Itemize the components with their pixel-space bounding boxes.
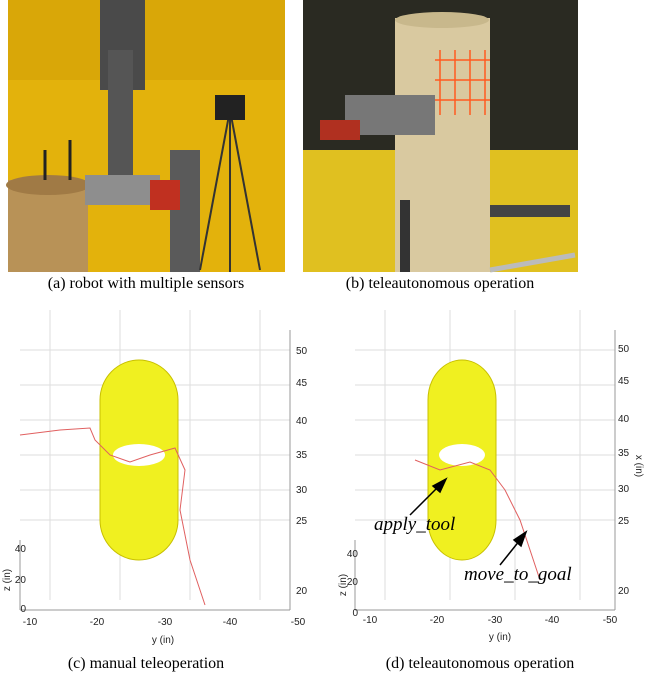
- photo-a: [6, 0, 285, 272]
- z-axis-label: z (in): [338, 574, 349, 596]
- x-tick-label: 50: [296, 346, 308, 357]
- y-tick-label: -40: [223, 617, 238, 628]
- caption: (b) teleautonomous operation: [346, 275, 534, 292]
- z-tick-label: 0: [352, 608, 358, 619]
- z-tick-label: 40: [347, 549, 359, 560]
- annotation: apply_tool: [374, 514, 455, 535]
- x-tick-label: 45: [296, 378, 308, 389]
- z-tick-label: 20: [15, 575, 27, 586]
- y-tick-label: -30: [488, 615, 503, 626]
- x-axis-label: x (in): [633, 455, 644, 477]
- caption: (d) teleautonomous operation: [386, 655, 574, 672]
- x-tick-label: 25: [296, 516, 308, 527]
- photo-b: [303, 0, 578, 272]
- caption: (c) manual teleoperation: [68, 655, 224, 672]
- y-tick-label: -50: [291, 617, 306, 628]
- x-tick-label: 25: [618, 516, 630, 527]
- x-tick-label: 20: [296, 586, 308, 597]
- caption: (a) robot with multiple sensors: [48, 275, 244, 292]
- y-tick-label: -30: [158, 617, 173, 628]
- x-tick-label: 45: [618, 376, 630, 387]
- y-tick-label: -10: [23, 617, 38, 628]
- z-tick-label: 40: [15, 544, 27, 555]
- plot-c: [20, 310, 290, 610]
- x-tick-label: 40: [618, 414, 630, 425]
- x-tick-label: 20: [618, 586, 630, 597]
- y-axis-label: y (in): [489, 632, 511, 643]
- x-tick-label: 30: [618, 484, 630, 495]
- x-tick-label: 40: [296, 416, 308, 427]
- y-axis-label: y (in): [152, 635, 174, 646]
- z-axis-label: z (in): [2, 569, 13, 591]
- x-tick-label: 35: [618, 448, 630, 459]
- figure: (a) robot with multiple sensors (b) telea…: [0, 0, 656, 682]
- x-tick-label: 50: [618, 344, 630, 355]
- y-tick-label: -40: [545, 615, 560, 626]
- annotation: move_to_goal: [464, 564, 572, 585]
- y-tick-label: -20: [90, 617, 105, 628]
- z-tick-label: 0: [20, 604, 26, 615]
- x-tick-label: 35: [296, 450, 308, 461]
- x-tick-label: 30: [296, 485, 308, 496]
- y-tick-label: -50: [603, 615, 618, 626]
- y-tick-label: -20: [430, 615, 445, 626]
- y-tick-label: -10: [363, 615, 378, 626]
